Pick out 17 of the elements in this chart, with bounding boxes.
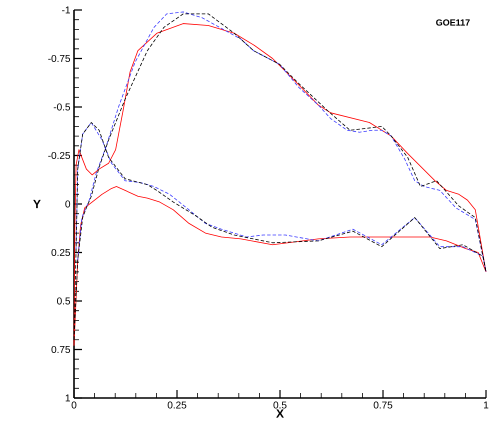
y-tick-label: 0.25 xyxy=(51,248,70,256)
x-tick-label: 0.75 xyxy=(374,402,392,409)
y-tick-label: 0.75 xyxy=(51,346,70,354)
text: GOE117 xyxy=(436,19,470,26)
x-tick-label: 0.5 xyxy=(273,402,287,409)
x-tick-label: 1 xyxy=(484,402,488,408)
y-tick-label: -0.75 xyxy=(48,54,70,62)
y-tick-label: -1 xyxy=(62,6,70,14)
y-tick-label: -0.5 xyxy=(54,103,70,111)
y-tick-label: 0 xyxy=(65,200,70,208)
x-tick-label: 0.25 xyxy=(168,402,186,409)
y-tick-label: 1 xyxy=(66,394,70,402)
x-tick-label: 0 xyxy=(72,402,76,409)
y-axis-title: Y xyxy=(33,200,41,208)
x-axis-title: X xyxy=(276,409,284,418)
y-tick-label: 0.5 xyxy=(57,297,70,305)
y-tick-label: -0.25 xyxy=(48,152,70,160)
